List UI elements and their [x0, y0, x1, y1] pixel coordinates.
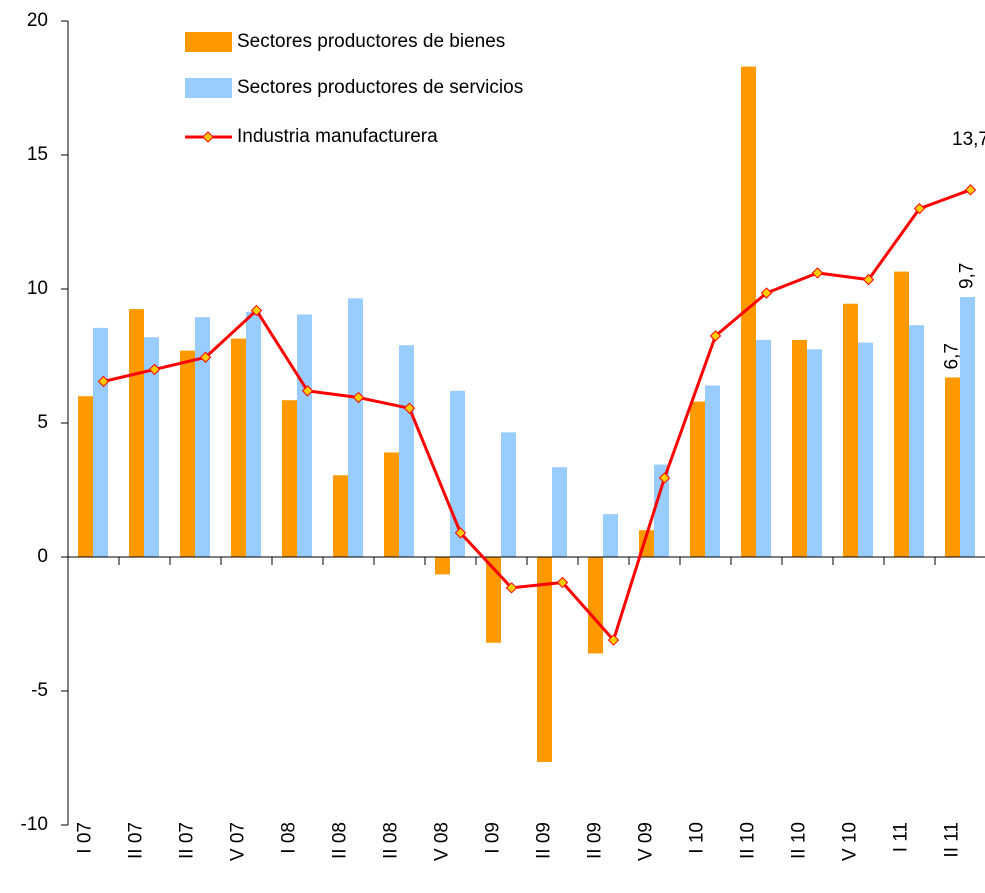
x-tick-label: II 08: [330, 822, 351, 859]
line: [103, 188, 972, 644]
x-tick-label: II 08: [381, 822, 402, 859]
x-tick-label: V 10: [840, 822, 861, 861]
bar: [78, 396, 93, 557]
bar: [180, 350, 195, 557]
line-marker: [709, 330, 722, 342]
bar: [384, 452, 399, 557]
legend-swatch: [185, 32, 232, 52]
bar: [603, 514, 618, 557]
bar: [246, 311, 261, 557]
x-tick-label: V 07: [228, 822, 249, 861]
line-marker: [199, 351, 212, 364]
bar: [501, 432, 516, 557]
line-marker: [301, 385, 314, 397]
value-label: 6,7: [942, 343, 963, 369]
y-tick-label: -10: [21, 814, 48, 835]
y-tick-label: 15: [27, 144, 48, 165]
y-tick-label: -5: [31, 680, 48, 701]
legend-label: Sectores productores de servicios: [237, 77, 523, 98]
y-tick-label: 0: [37, 546, 48, 567]
y-tick-label: 10: [27, 278, 48, 299]
bar: [945, 377, 960, 557]
legend-label: Industria manufacturera: [237, 126, 438, 147]
legend-marker: [202, 131, 214, 143]
x-tick-label: II 10: [738, 822, 759, 859]
line-marker: [811, 267, 824, 279]
x-tick-label: II 10: [789, 822, 810, 859]
x-tick-label: II 09: [534, 822, 555, 859]
line-marker: [607, 634, 620, 646]
line-marker: [760, 287, 773, 299]
line-marker: [913, 202, 926, 215]
bar: [129, 309, 144, 557]
line-marker: [862, 273, 875, 286]
bar: [144, 337, 159, 557]
bar: [399, 345, 414, 557]
y-tick-label: 5: [37, 412, 48, 433]
x-tick-label: I 08: [279, 822, 300, 854]
y-tick-label: 20: [27, 10, 48, 31]
x-tick-label: II 07: [126, 822, 147, 859]
value-label: 9,7: [957, 263, 978, 289]
bar: [690, 401, 705, 557]
x-tick-label: I 10: [687, 822, 708, 854]
bar: [231, 338, 246, 557]
x-tick-label: I 07: [75, 822, 96, 854]
x-tick-label: II 09: [585, 822, 606, 859]
bar: [741, 66, 756, 557]
bar: [807, 349, 822, 557]
line-marker: [505, 582, 518, 594]
bar: [348, 298, 363, 557]
line-marker: [148, 363, 161, 376]
bar: [858, 342, 873, 557]
line-marker: [658, 472, 671, 484]
bar: [894, 271, 909, 557]
bar: [195, 317, 210, 557]
bar: [93, 327, 108, 557]
bar: [297, 314, 312, 557]
line-marker: [403, 402, 416, 414]
bar: [705, 385, 720, 557]
line-marker: [964, 184, 977, 196]
line-marker: [97, 375, 110, 388]
bar: [333, 475, 348, 557]
bar: [960, 297, 975, 557]
x-tick-label: V 08: [432, 822, 453, 861]
bar: [282, 400, 297, 557]
x-tick-label: II 07: [177, 822, 198, 859]
bar: [909, 325, 924, 557]
bar: [537, 557, 552, 763]
bar: [792, 339, 807, 557]
bar: [486, 557, 501, 643]
bar: [552, 467, 567, 557]
legend-label: Sectores productores de bienes: [237, 31, 505, 52]
bar: [843, 303, 858, 557]
bar: [756, 339, 771, 557]
line-marker: [454, 527, 467, 539]
x-tick-label: V 09: [636, 822, 657, 861]
legend-swatch: [185, 78, 232, 98]
line-marker: [250, 304, 263, 317]
x-tick-label: I 11: [891, 822, 912, 852]
x-tick-label: II 11: [942, 822, 963, 858]
value-label: 13,7: [952, 129, 985, 150]
bar: [588, 557, 603, 654]
line-marker: [352, 391, 365, 404]
bar: [435, 557, 450, 575]
bar: [654, 464, 669, 557]
line-marker: [556, 576, 569, 589]
x-tick-label: I 09: [483, 822, 504, 854]
